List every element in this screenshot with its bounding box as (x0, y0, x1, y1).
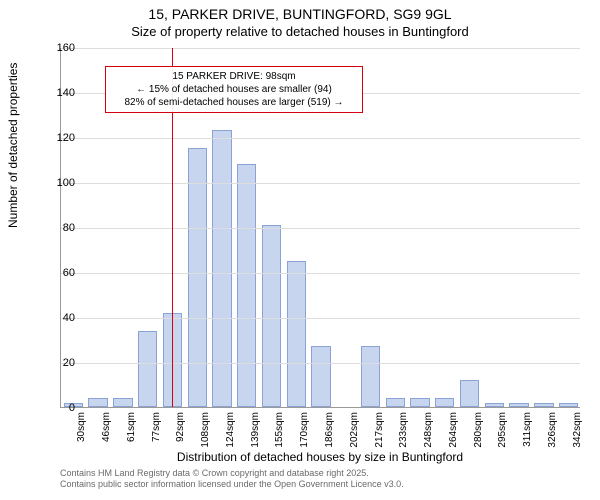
chart-title: 15, PARKER DRIVE, BUNTINGFORD, SG9 9GL (0, 6, 600, 22)
bar (138, 331, 157, 408)
bar (361, 346, 380, 407)
x-tick-label: 248sqm (423, 412, 434, 448)
x-tick-label: 30sqm (76, 412, 87, 442)
y-gridline (61, 363, 580, 364)
x-tick-label: 233sqm (398, 412, 409, 448)
footnote-line1: Contains HM Land Registry data © Crown c… (60, 468, 580, 479)
annotation-line2: ← 15% of detached houses are smaller (94… (112, 83, 356, 96)
x-tick-label: 311sqm (522, 412, 533, 447)
y-tick-label: 140 (43, 87, 75, 99)
bar (435, 398, 454, 407)
x-tick-label: 342sqm (572, 412, 583, 448)
bar (88, 398, 107, 407)
x-tick-label: 46sqm (101, 412, 112, 442)
annotation-line1: 15 PARKER DRIVE: 98sqm (112, 70, 356, 83)
bar (188, 148, 207, 407)
x-tick-label: 92sqm (175, 412, 186, 442)
bar (386, 398, 405, 407)
y-tick-label: 40 (43, 312, 75, 324)
footnote: Contains HM Land Registry data © Crown c… (60, 468, 580, 490)
plot-area: 15 PARKER DRIVE: 98sqm ← 15% of detached… (60, 48, 580, 408)
y-gridline (61, 228, 580, 229)
y-gridline (61, 138, 580, 139)
y-tick-label: 0 (43, 402, 75, 414)
bar (262, 225, 281, 407)
y-gridline (61, 273, 580, 274)
x-tick-label: 124sqm (225, 412, 236, 448)
bar (113, 398, 132, 407)
bar (485, 403, 504, 408)
chart-subtitle: Size of property relative to detached ho… (0, 24, 600, 39)
y-gridline (61, 318, 580, 319)
bar (287, 261, 306, 407)
y-tick-label: 120 (43, 132, 75, 144)
y-gridline (61, 48, 580, 49)
bar (534, 403, 553, 408)
y-gridline (61, 183, 580, 184)
x-tick-label: 155sqm (274, 412, 285, 448)
x-tick-label: 77sqm (151, 412, 162, 442)
bar (212, 130, 231, 407)
x-axis-label: Distribution of detached houses by size … (60, 450, 580, 464)
x-tick-label: 280sqm (473, 412, 484, 448)
x-tick-label: 139sqm (250, 412, 261, 448)
y-axis-label: Number of detached properties (6, 63, 20, 228)
y-tick-label: 160 (43, 42, 75, 54)
annotation-line3: 82% of semi-detached houses are larger (… (112, 96, 356, 109)
y-tick-label: 60 (43, 267, 75, 279)
x-tick-label: 202sqm (349, 412, 360, 448)
annotation-box: 15 PARKER DRIVE: 98sqm ← 15% of detached… (105, 66, 363, 113)
bar (410, 398, 429, 407)
y-tick-label: 80 (43, 222, 75, 234)
bar (509, 403, 528, 408)
footnote-line2: Contains public sector information licen… (60, 479, 580, 490)
bar (237, 164, 256, 407)
x-tick-label: 61sqm (126, 412, 137, 442)
bar (460, 380, 479, 407)
x-tick-label: 108sqm (200, 412, 211, 448)
x-tick-label: 326sqm (547, 412, 558, 448)
x-tick-label: 186sqm (324, 412, 335, 448)
x-tick-label: 295sqm (497, 412, 508, 448)
y-tick-label: 20 (43, 357, 75, 369)
y-tick-label: 100 (43, 177, 75, 189)
x-tick-label: 264sqm (448, 412, 459, 448)
bar (559, 403, 578, 408)
x-tick-label: 217sqm (374, 412, 385, 448)
chart-container: 15, PARKER DRIVE, BUNTINGFORD, SG9 9GL S… (0, 0, 600, 500)
bar (311, 346, 330, 407)
x-tick-label: 170sqm (299, 412, 310, 448)
